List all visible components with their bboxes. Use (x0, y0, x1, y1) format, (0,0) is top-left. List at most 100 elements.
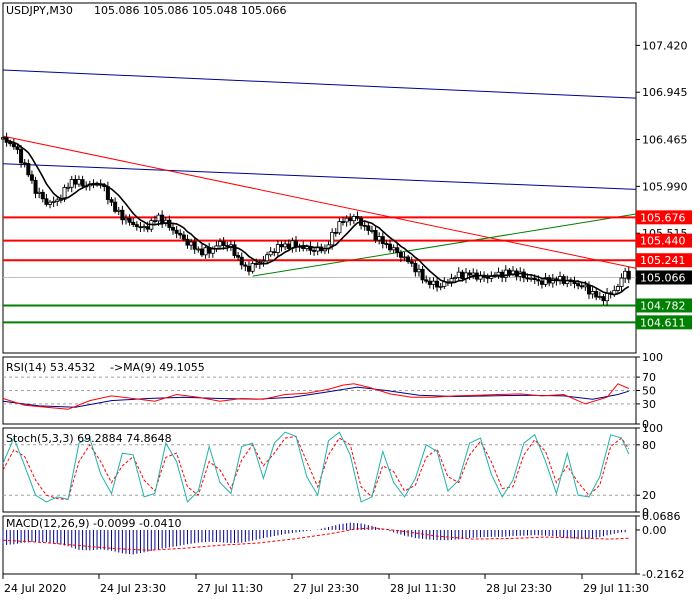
candle-body[interactable] (392, 248, 395, 250)
candle-body[interactable] (27, 163, 30, 174)
candle-body[interactable] (388, 244, 391, 250)
candle-body[interactable] (222, 242, 225, 246)
candle-body[interactable] (620, 278, 623, 286)
candle-body[interactable] (352, 216, 355, 220)
candle-body[interactable] (251, 263, 254, 271)
candle-body[interactable] (262, 261, 265, 262)
candle-body[interactable] (338, 222, 341, 233)
candle-body[interactable] (179, 233, 182, 235)
candle-body[interactable] (56, 200, 59, 202)
candle-body[interactable] (624, 271, 627, 278)
candle-body[interactable] (273, 252, 276, 253)
candle-body[interactable] (41, 192, 44, 198)
candle-body[interactable] (421, 269, 424, 280)
candle-body[interactable] (200, 249, 203, 255)
candle-body[interactable] (403, 257, 406, 258)
candle-body[interactable] (12, 144, 15, 147)
candle-body[interactable] (349, 218, 352, 220)
candle-body[interactable] (171, 227, 174, 230)
candle-body[interactable] (153, 221, 156, 222)
candle-body[interactable] (139, 227, 142, 228)
candle-body[interactable] (587, 285, 590, 294)
candle-body[interactable] (233, 245, 236, 256)
candle-body[interactable] (450, 279, 453, 282)
candle-body[interactable] (414, 263, 417, 271)
candle-body[interactable] (356, 216, 359, 218)
candle-body[interactable] (374, 230, 377, 240)
candle-body[interactable] (378, 237, 381, 241)
candle-body[interactable] (38, 192, 41, 193)
candle-body[interactable] (602, 297, 605, 301)
candle-body[interactable] (627, 271, 630, 279)
candle-body[interactable] (211, 249, 214, 253)
candle-body[interactable] (407, 257, 410, 262)
candle-body[interactable] (124, 218, 127, 220)
candle-body[interactable] (284, 244, 287, 247)
candle-body[interactable] (106, 187, 109, 200)
candle-body[interactable] (74, 179, 77, 184)
candle-body[interactable] (435, 281, 438, 287)
candle-body[interactable] (77, 180, 80, 185)
candle-body[interactable] (161, 215, 164, 223)
candle-body[interactable] (114, 202, 117, 211)
candle-body[interactable] (439, 286, 442, 287)
candle-body[interactable] (399, 252, 402, 257)
candle-body[interactable] (19, 150, 22, 163)
candle-body[interactable] (584, 285, 587, 287)
candle-body[interactable] (121, 210, 124, 220)
candle-body[interactable] (595, 291, 598, 297)
candle-body[interactable] (81, 180, 84, 186)
candle-body[interactable] (186, 239, 189, 245)
candle-body[interactable] (616, 287, 619, 291)
candle-body[interactable] (428, 281, 431, 284)
candle-body[interactable] (537, 280, 540, 281)
candle-body[interactable] (410, 262, 413, 264)
candle-body[interactable] (287, 244, 290, 249)
candle-body[interactable] (16, 147, 19, 150)
candle-body[interactable] (367, 226, 370, 231)
candle-body[interactable] (385, 244, 388, 245)
stoch-signal-line[interactable] (3, 436, 629, 499)
candle-body[interactable] (396, 248, 399, 253)
candle-body[interactable] (508, 270, 511, 274)
candle-body[interactable] (425, 280, 428, 281)
candle-body[interactable] (45, 199, 48, 205)
candle-body[interactable] (334, 232, 337, 233)
candle-body[interactable] (128, 218, 131, 222)
candle-body[interactable] (280, 245, 283, 247)
candle-body[interactable] (30, 175, 33, 181)
candle-body[interactable] (204, 248, 207, 255)
candle-body[interactable] (244, 265, 247, 266)
candle-body[interactable] (432, 281, 435, 284)
candle-body[interactable] (341, 222, 344, 223)
candle-body[interactable] (117, 210, 120, 211)
candle-body[interactable] (312, 250, 315, 251)
candle-body[interactable] (345, 218, 348, 222)
candle-body[interactable] (23, 163, 26, 164)
candle-body[interactable] (577, 284, 580, 286)
candle-body[interactable] (218, 242, 221, 246)
candle-body[interactable] (468, 273, 471, 275)
candle-body[interactable] (240, 257, 243, 265)
candle-body[interactable] (461, 272, 464, 278)
candle-body[interactable] (157, 215, 160, 221)
candle-body[interactable] (370, 230, 373, 231)
candle-body[interactable] (269, 252, 272, 255)
candle-body[interactable] (417, 269, 420, 271)
candle-body[interactable] (132, 222, 135, 224)
candle-body[interactable] (486, 277, 489, 278)
candle-body[interactable] (526, 278, 529, 279)
candle-body[interactable] (34, 180, 37, 193)
candle-body[interactable] (182, 235, 185, 239)
candle-body[interactable] (255, 263, 258, 264)
candle-body[interactable] (52, 201, 55, 202)
candle-body[interactable] (381, 237, 384, 244)
candle-body[interactable] (247, 266, 250, 271)
candle-body[interactable] (580, 286, 583, 287)
candle-body[interactable] (142, 227, 145, 228)
candle-body[interactable] (598, 297, 601, 298)
candle-body[interactable] (189, 242, 192, 245)
candle-body[interactable] (237, 255, 240, 257)
candle-body[interactable] (48, 202, 51, 204)
